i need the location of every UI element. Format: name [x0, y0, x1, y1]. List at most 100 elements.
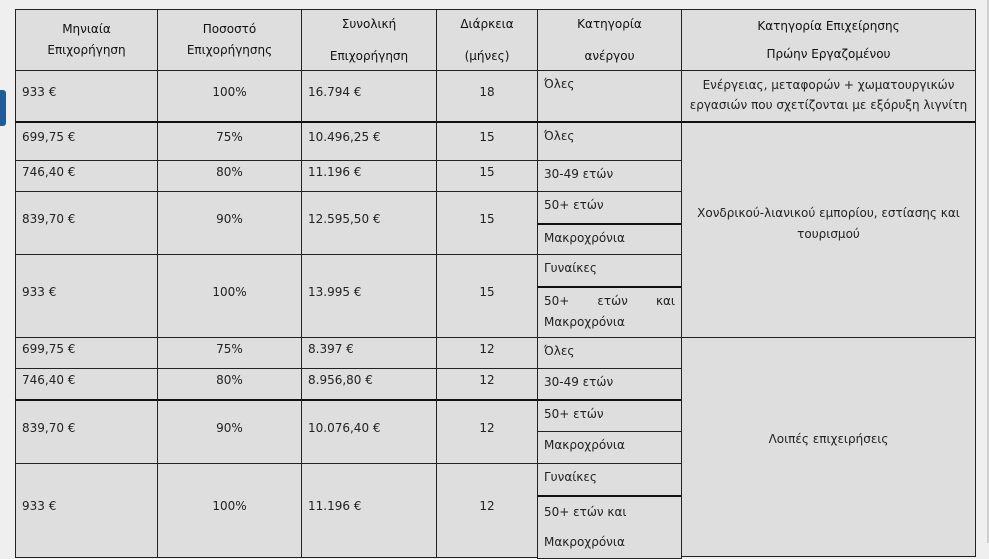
category-value: 30-49 ετών	[544, 375, 614, 389]
cell-total: 8.956,80 €	[301, 368, 437, 400]
cell-category: 50+ ετών	[537, 399, 682, 432]
percent-value: 75%	[216, 341, 243, 356]
cell-percent: 90%	[157, 399, 302, 464]
cell-monthly: 699,75 €	[15, 337, 158, 369]
percent-value: 100%	[212, 285, 247, 299]
cell-monthly: 839,70 €	[15, 399, 158, 464]
cell-percent: 100%	[157, 254, 302, 339]
cell-total: 12.595,50 €	[301, 191, 437, 255]
cell-category: Όλες	[537, 70, 682, 124]
cell-duration: 15	[436, 191, 538, 255]
duration-value: 12	[479, 499, 495, 513]
cell-duration: 12	[436, 368, 538, 400]
cell-duration: 15	[436, 160, 538, 192]
business-text: Χονδρικού-λιανικού εμπορίου, εστίασης κα…	[697, 206, 960, 241]
total-value: 12.595,50 €	[308, 211, 381, 226]
header-text: Ποσοστό	[202, 22, 257, 36]
monthly-value: 933 €	[22, 285, 57, 299]
business-group-energy: Ενέργειας, μεταφορών + χωματουργικών εργ…	[681, 70, 976, 123]
cell-duration: 18	[436, 70, 538, 123]
scrollbar[interactable]	[987, 0, 989, 543]
duration-value: 18	[479, 85, 495, 99]
total-value: 13.995 €	[308, 285, 362, 299]
percent-value: 75%	[216, 130, 243, 144]
category-value: 50+ ετών	[544, 407, 604, 421]
business-text: Λοιπές επιχειρήσεις	[768, 432, 889, 446]
cell-category: Όλες	[537, 337, 682, 370]
category-value: 30-49 ετών	[544, 167, 614, 181]
cell-category: 50+ ετών και Μακροχρόνια	[537, 495, 682, 559]
cell-category: Γυναίκες	[537, 254, 682, 287]
cell-percent: 80%	[157, 160, 302, 192]
cell-category: Μακροχρόνια	[537, 431, 682, 465]
monthly-value: 746,40 €	[22, 372, 76, 387]
percent-value: 100%	[212, 85, 247, 99]
grant-table: Μηνιαία Επιχορήγηση Ποσοστό Επιχορήγησης Σ…	[15, 9, 976, 559]
percent-value: 90%	[216, 420, 243, 435]
business-group-retail: Χονδρικού-λιανικού εμπορίου, εστίασης κα…	[681, 121, 976, 339]
total-value: 11.196 €	[308, 164, 362, 179]
cell-monthly: 933 €	[15, 254, 158, 339]
cell-percent: 75%	[157, 121, 302, 161]
header-text: ανέργου	[584, 49, 635, 63]
header-text: Επιχορήγησης	[186, 43, 273, 57]
total-value: 10.076,40 €	[308, 420, 381, 435]
header-text: Πρώην Εργαζομένου	[766, 47, 891, 61]
monthly-value: 746,40 €	[22, 164, 76, 179]
cell-percent: 100%	[157, 70, 302, 123]
percent-value: 100%	[212, 499, 247, 513]
header-business: Κατηγορία Επιχείρησης Πρώην Εργαζομένου	[681, 9, 976, 71]
category-value: Γυναίκες	[544, 261, 597, 275]
monthly-value: 699,75 €	[22, 130, 76, 144]
header-total: Συνολική Επιχορήγηση	[301, 9, 437, 71]
header-percent: Ποσοστό Επιχορήγησης	[157, 9, 302, 71]
cell-total: 13.995 €	[301, 254, 437, 339]
cell-percent: 80%	[157, 368, 302, 400]
cell-monthly: 839,70 €	[15, 191, 158, 255]
cell-duration: 12	[436, 337, 538, 369]
header-category: Κατηγορία ανέργου	[537, 9, 682, 71]
total-value: 10.496,25 €	[308, 130, 381, 144]
header-duration: Διάρκεια (μήνες)	[436, 9, 538, 71]
header-text: Επιχορήγηση	[329, 49, 409, 63]
cell-total: 10.076,40 €	[301, 399, 437, 464]
cell-monthly: 746,40 €	[15, 368, 158, 400]
monthly-value: 839,70 €	[22, 420, 76, 435]
category-value: Μακροχρόνια	[544, 438, 625, 452]
header-text: Συνολική	[341, 17, 397, 31]
header-text: Κατηγορία	[577, 17, 642, 31]
cell-category: Όλες	[537, 121, 682, 162]
monthly-value: 933 €	[22, 85, 57, 99]
cell-monthly: 933 €	[15, 463, 158, 558]
duration-value: 15	[479, 130, 495, 144]
cell-percent: 90%	[157, 191, 302, 255]
duration-value: 12	[479, 420, 495, 435]
cell-duration: 12	[436, 399, 538, 464]
duration-value: 15	[479, 285, 495, 299]
business-group-other: Λοιπές επιχειρήσεις	[681, 337, 976, 557]
cell-total: 8.397 €	[301, 337, 437, 369]
side-tab-button[interactable]	[0, 90, 6, 126]
cell-total: 16.794 €	[301, 70, 437, 123]
header-text: Επιχορήγηση	[47, 43, 126, 57]
duration-value: 12	[479, 372, 495, 387]
cell-monthly: 699,75 €	[15, 121, 158, 161]
cell-category: 30-49 ετών	[537, 160, 682, 193]
cell-monthly: 746,40 €	[15, 160, 158, 192]
cell-duration: 12	[436, 463, 538, 558]
cell-category: 50+ ετών	[537, 191, 682, 224]
monthly-value: 933 €	[22, 499, 57, 513]
total-value: 8.956,80 €	[308, 372, 373, 387]
category-value: Γυναίκες	[544, 470, 597, 484]
category-value: 50+ ετών και Μακροχρόνια	[544, 294, 675, 329]
cell-category: Μακροχρόνια	[537, 223, 682, 256]
category-value: 50+ ετών	[544, 198, 604, 212]
header-text: (μήνες)	[464, 49, 510, 63]
category-value: Όλες	[544, 344, 575, 358]
business-text: Ενέργειας, μεταφορών + χωματουργικών εργ…	[689, 77, 968, 112]
category-value: Όλες	[544, 129, 575, 143]
duration-value: 15	[479, 164, 495, 179]
cell-percent: 75%	[157, 337, 302, 369]
cell-category: 50+ ετών και Μακροχρόνια	[537, 286, 682, 340]
cell-total: 11.196 €	[301, 160, 437, 192]
